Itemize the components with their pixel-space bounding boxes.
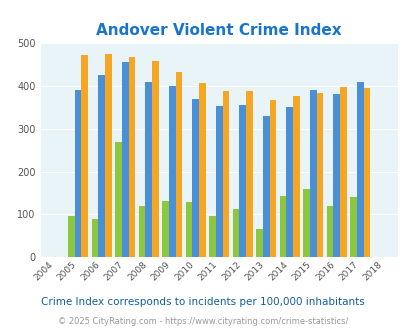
Bar xyxy=(232,209,239,257)
Bar xyxy=(198,83,205,257)
Bar xyxy=(139,206,145,257)
Bar xyxy=(222,91,228,257)
Bar xyxy=(145,82,151,257)
Bar xyxy=(192,99,198,257)
Bar xyxy=(209,216,215,257)
Title: Andover Violent Crime Index: Andover Violent Crime Index xyxy=(96,22,341,38)
Bar xyxy=(215,106,222,257)
Bar xyxy=(245,91,252,257)
Legend: Andover, Kansas, National: Andover, Kansas, National xyxy=(85,328,352,330)
Bar xyxy=(98,75,105,257)
Bar xyxy=(185,203,192,257)
Bar xyxy=(350,197,356,257)
Bar xyxy=(256,229,262,257)
Text: Crime Index corresponds to incidents per 100,000 inhabitants: Crime Index corresponds to incidents per… xyxy=(41,297,364,307)
Text: © 2025 CityRating.com - https://www.cityrating.com/crime-statistics/: © 2025 CityRating.com - https://www.city… xyxy=(58,317,347,326)
Bar xyxy=(356,82,362,257)
Bar xyxy=(75,90,81,257)
Bar xyxy=(292,96,299,257)
Bar xyxy=(168,86,175,257)
Bar xyxy=(286,107,292,257)
Bar xyxy=(122,62,128,257)
Bar xyxy=(68,216,75,257)
Bar xyxy=(115,142,122,257)
Bar xyxy=(339,87,346,257)
Bar xyxy=(326,206,333,257)
Bar xyxy=(239,105,245,257)
Bar xyxy=(269,100,275,257)
Bar xyxy=(151,61,158,257)
Bar xyxy=(262,116,269,257)
Bar xyxy=(105,53,111,257)
Bar xyxy=(92,219,98,257)
Bar xyxy=(309,90,316,257)
Bar xyxy=(162,201,168,257)
Bar xyxy=(81,55,88,257)
Bar xyxy=(175,72,182,257)
Bar xyxy=(316,93,322,257)
Bar xyxy=(128,57,135,257)
Bar xyxy=(362,88,369,257)
Bar xyxy=(303,189,309,257)
Bar xyxy=(279,196,286,257)
Bar xyxy=(333,93,339,257)
